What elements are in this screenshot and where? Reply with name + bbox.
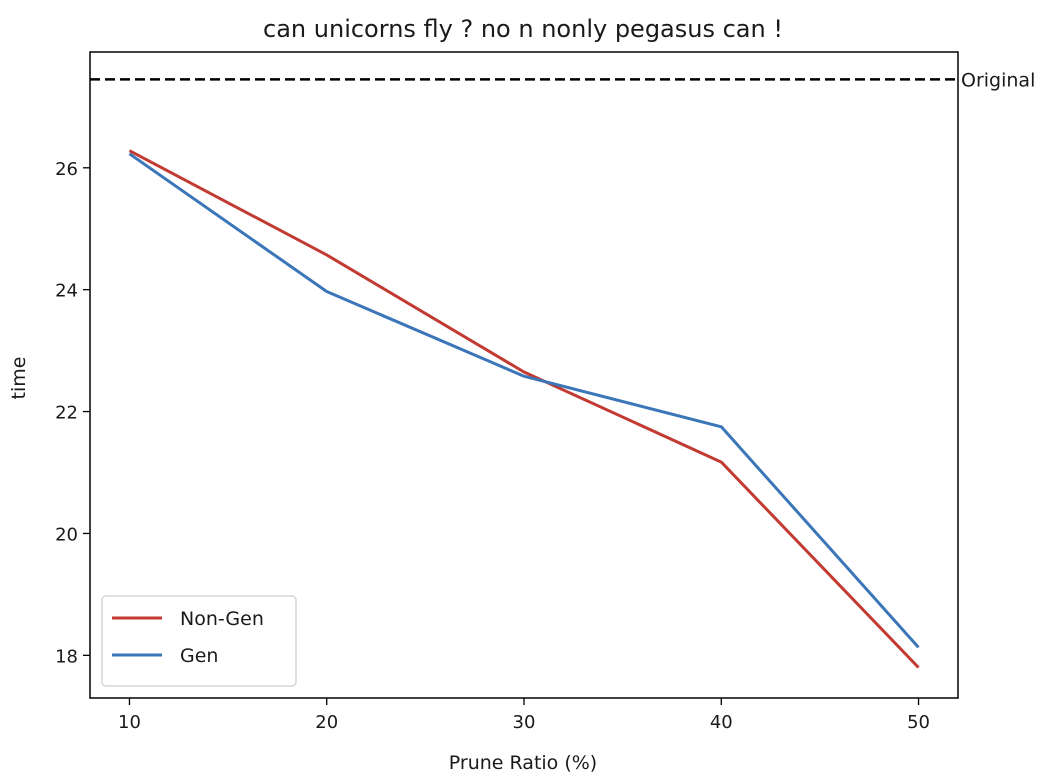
plot-area: Original 10 20 30 40 50 18 20 22 24 26 Non-Gen Gen [55,51,1035,733]
x-tick-label: 30 [513,712,536,733]
series-line-gen [128,152,920,649]
reference-line-label: Original [961,69,1035,91]
y-tick-label: 22 [55,403,78,424]
legend-label-non-gen: Non-Gen [180,608,264,630]
y-axis-label: time [8,357,30,400]
legend-label-gen: Gen [180,645,218,667]
y-tick-label: 26 [55,159,78,180]
y-tick-label: 20 [55,524,78,545]
series-line-non-gen [128,149,920,669]
x-tick-label: 10 [118,712,141,733]
x-axis-label: Prune Ratio (%) [449,752,597,774]
x-tick-label: 50 [907,712,930,733]
y-tick-label: 18 [55,646,78,667]
y-tick-label: 24 [55,281,78,302]
chart-title: can unicorns fly ? no n nonly pegasus ca… [263,15,783,43]
x-tick-label: 40 [710,712,733,733]
x-tick-label: 20 [315,712,338,733]
